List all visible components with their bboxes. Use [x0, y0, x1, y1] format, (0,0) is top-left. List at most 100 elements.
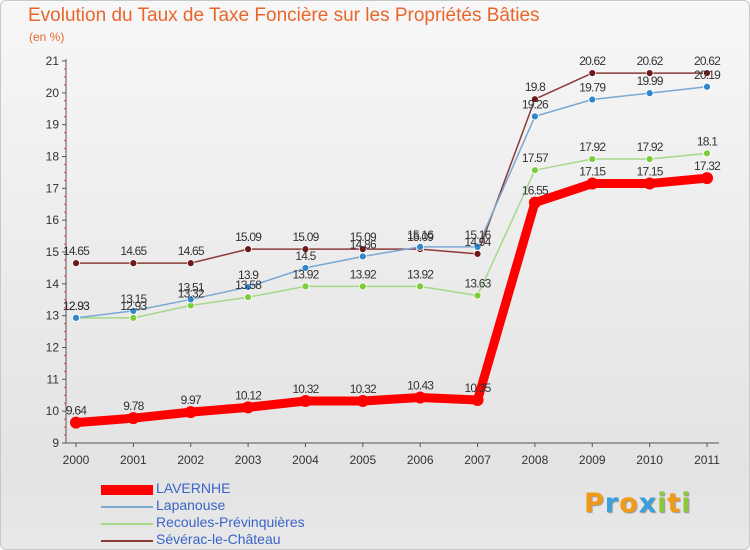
data-label: 17.32	[694, 159, 721, 173]
data-label: 19.26	[522, 97, 549, 111]
data-point	[244, 293, 252, 302]
data-point	[531, 95, 539, 104]
data-point	[244, 283, 252, 291]
data-point	[703, 82, 711, 91]
data-point	[186, 295, 195, 304]
logo-letter: i	[657, 488, 668, 519]
data-label: 13.51	[178, 280, 205, 294]
data-label: 13.58	[235, 278, 262, 292]
data-point	[70, 416, 82, 429]
logo-letter: o	[619, 488, 639, 519]
data-label: 19.99	[637, 74, 664, 88]
legend-swatch	[101, 485, 153, 495]
data-point	[531, 166, 539, 175]
legend-label: Sévérac-le-Château	[156, 531, 281, 547]
data-point	[299, 394, 312, 407]
y-tick-label: 11	[47, 372, 60, 386]
data-point	[645, 155, 654, 163]
data-label: 20.19	[694, 68, 721, 82]
y-tick-label: 9	[52, 436, 59, 450]
data-point	[416, 243, 425, 251]
data-label: 9.64	[66, 404, 87, 418]
series-line-s-v-rac-le-ch-teau	[75, 72, 708, 264]
x-tick-label: 2007	[464, 453, 491, 467]
data-point	[301, 245, 310, 254]
data-point	[643, 177, 656, 190]
data-point	[703, 149, 711, 158]
logo-letter: t	[667, 488, 682, 519]
data-label: 14.65	[63, 244, 90, 258]
data-label: 17.57	[522, 151, 549, 165]
data-label: 12.93	[63, 299, 90, 313]
data-label: 18.1	[697, 134, 718, 148]
unit-label: (en %)	[29, 30, 65, 44]
series-line-lavernhe	[71, 173, 712, 428]
data-point	[242, 401, 255, 414]
data-point	[701, 172, 713, 185]
data-point	[127, 412, 140, 425]
data-label: 10.12	[235, 388, 262, 402]
data-point	[645, 69, 654, 77]
data-label: 15.09	[292, 230, 319, 244]
data-label: 10.32	[292, 382, 319, 396]
data-point	[186, 259, 195, 268]
data-point	[358, 252, 367, 261]
data-point	[301, 282, 310, 291]
data-label: 13.92	[350, 267, 377, 281]
data-label: 15.16	[465, 228, 492, 242]
data-label: 9.97	[181, 393, 202, 407]
data-label: 13.15	[120, 292, 147, 306]
x-tick-label: 2011	[694, 453, 720, 467]
data-point	[645, 89, 654, 98]
logo-letter: x	[638, 488, 658, 519]
x-tick-label: 2008	[522, 453, 549, 467]
y-tick-label: 13	[46, 309, 60, 323]
data-point	[588, 95, 597, 104]
data-point	[473, 250, 482, 258]
data-point	[72, 313, 80, 322]
data-point	[184, 406, 197, 419]
data-point	[72, 259, 80, 268]
data-label: 13.92	[292, 267, 319, 281]
legend-swatch	[101, 523, 153, 525]
data-label: 20.62	[637, 54, 664, 68]
legend-label: Lapanouse	[156, 497, 226, 513]
legend-swatch	[101, 506, 153, 508]
y-tick-label: 14	[46, 277, 60, 291]
data-label: 13.92	[407, 267, 434, 281]
data-label: 17.92	[637, 140, 664, 154]
legend-swatch	[101, 540, 153, 542]
logo-letter: r	[604, 488, 620, 519]
data-label: 13.63	[465, 277, 492, 291]
x-tick-label: 2003	[235, 453, 262, 467]
data-label: 15.09	[407, 230, 434, 244]
x-tick-label: 2010	[636, 453, 663, 467]
legend-label: LAVERNHE	[156, 480, 231, 496]
chart-title: Evolution du Taux de Taxe Foncière sur l…	[28, 5, 540, 26]
x-tick-label: 2001	[120, 453, 147, 467]
y-tick-label: 18	[46, 150, 60, 164]
series-line-lapanouse	[75, 86, 708, 319]
x-tick-label: 2005	[349, 453, 376, 467]
y-tick-label: 10	[46, 404, 60, 418]
x-tick-label: 2004	[292, 453, 319, 467]
data-point	[703, 69, 711, 77]
data-label: 13.9	[238, 268, 259, 282]
data-label: 14.5	[295, 249, 316, 263]
data-point	[358, 282, 367, 291]
y-tick-label: 20	[46, 86, 60, 100]
data-label: 15.09	[350, 230, 377, 244]
y-tick-label: 19	[46, 118, 60, 132]
data-point	[129, 259, 138, 268]
data-label: 20.62	[694, 54, 721, 68]
data-label: 17.15	[579, 165, 606, 179]
data-label: 10.32	[350, 382, 377, 396]
series-line-recoules-pr-vinqui-res	[75, 152, 708, 319]
data-label: 17.15	[637, 165, 664, 179]
proxiti-logo: Proxiti	[584, 488, 692, 519]
data-label: 10.35	[465, 381, 492, 395]
data-label: 15.09	[235, 230, 262, 244]
logo-letter: i	[681, 488, 692, 519]
